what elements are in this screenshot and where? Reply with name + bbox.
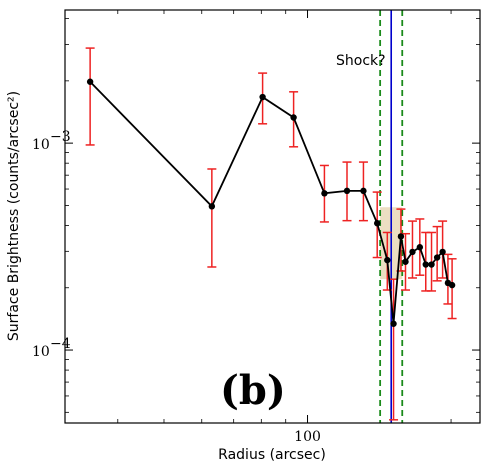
plot-area [65,10,480,423]
data-point-3 [290,114,297,121]
data-point-13 [416,244,424,251]
y-tick-label: 10 [32,344,50,360]
data-point-7 [373,220,381,227]
data-point-2 [259,93,266,101]
data-points [86,78,456,327]
x-axis-title: Radius (arcsec) [218,447,326,463]
data-point-5 [343,187,351,195]
data-point-12 [409,248,416,256]
y-tick-exponent: −3 [50,129,71,145]
data-point-16 [433,254,441,261]
data-point-4 [321,190,328,197]
data-point-15 [428,261,435,268]
data-point-6 [360,187,367,195]
data-point-11 [402,258,409,265]
panel-label: (b) [220,367,286,414]
data-point-9 [390,320,397,327]
plot-frame [64,9,481,424]
y-tick-label: 10 [32,137,50,153]
data-point-1 [208,203,216,210]
data-point-14 [422,261,429,268]
annotation-shock: Shock? [336,53,386,69]
data-point-8 [384,256,391,264]
data-point-17 [439,248,446,256]
data-point-0 [86,78,94,85]
data-point-19 [448,281,456,289]
y-tick-exponent: −4 [50,336,71,352]
data-point-10 [397,233,405,240]
x-tick-label: 100 [294,429,321,445]
y-axis-title: Surface Brightness (counts/arcsec²) [6,91,22,341]
